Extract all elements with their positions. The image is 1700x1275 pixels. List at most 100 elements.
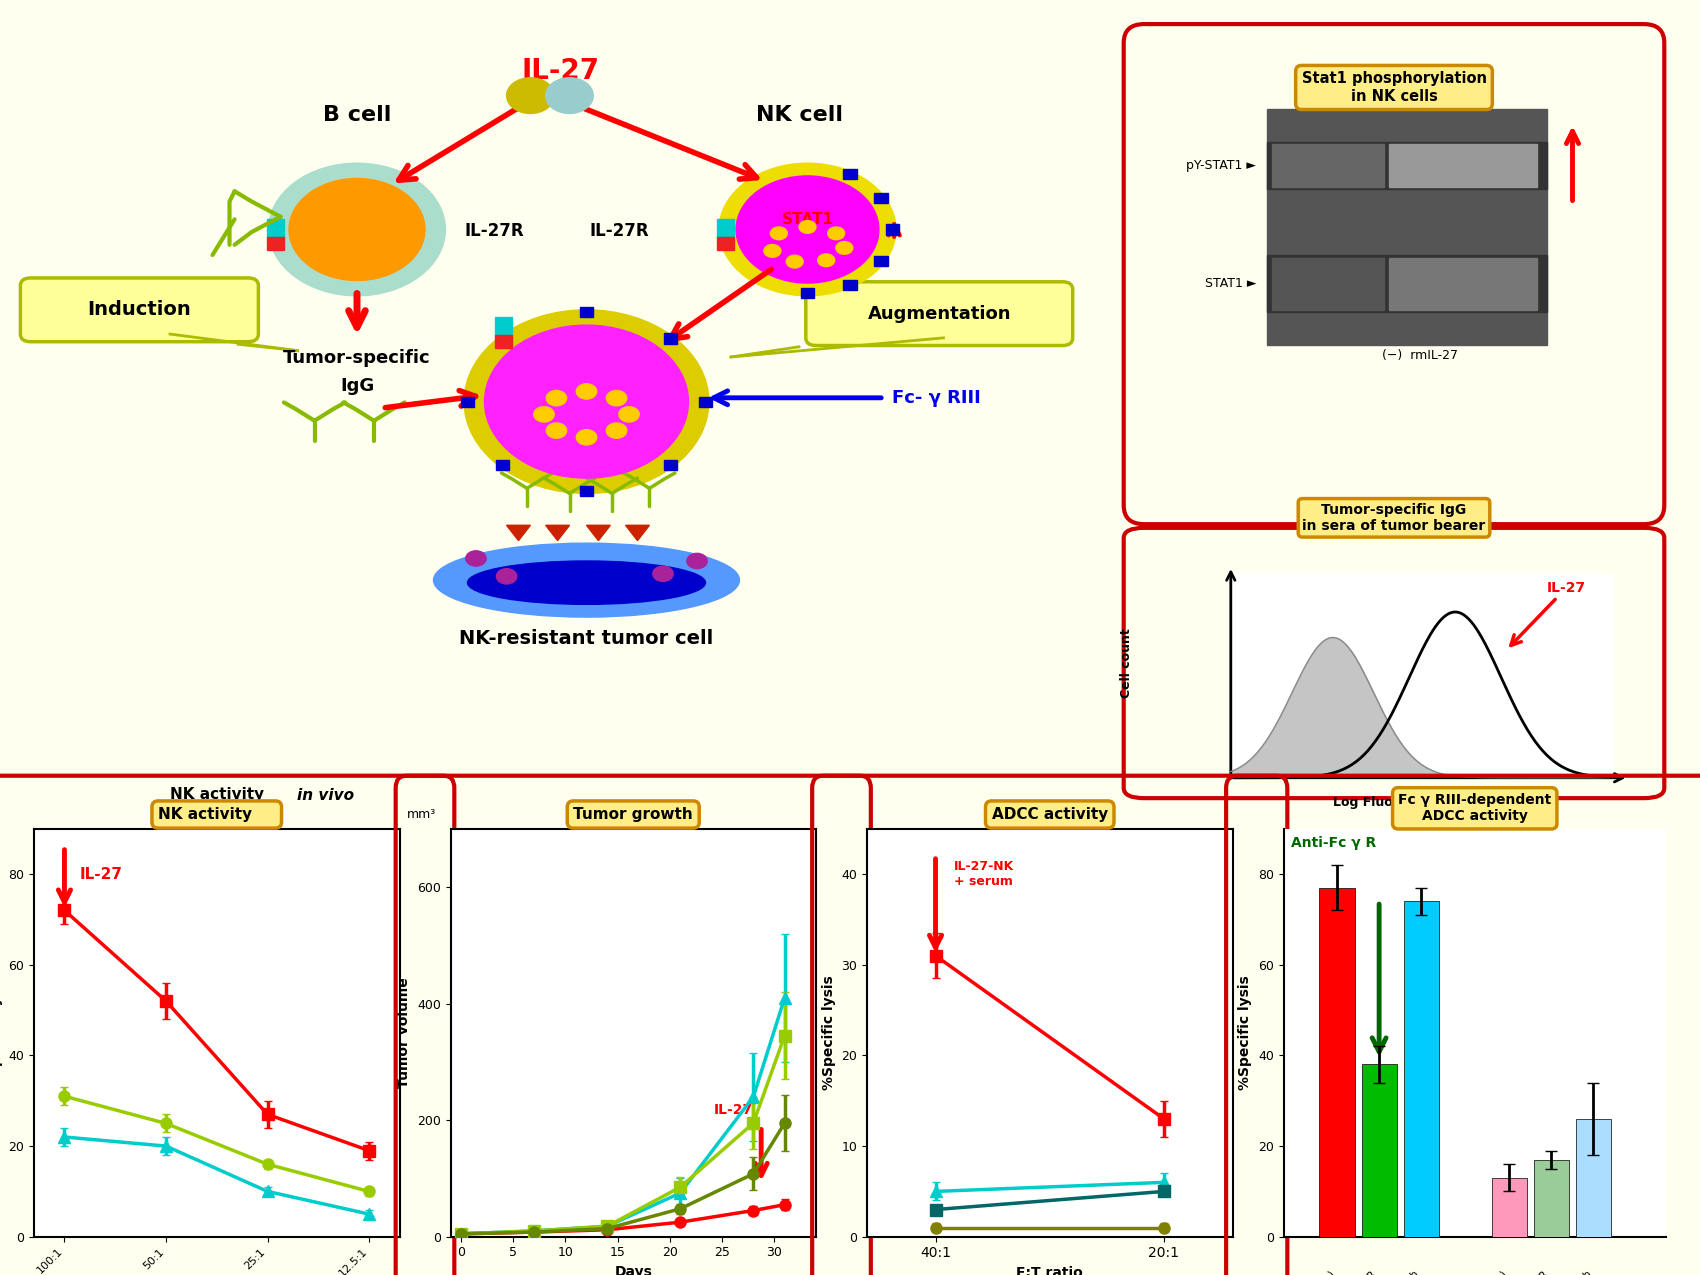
Bar — [495, 317, 512, 335]
Text: IL-27R: IL-27R — [590, 222, 649, 240]
Text: mm³: mm³ — [406, 807, 435, 821]
Text: STAT1: STAT1 — [782, 212, 833, 227]
Text: IgG: IgG — [340, 377, 374, 395]
Title: NK activity       : NK activity — [158, 807, 275, 822]
Circle shape — [619, 407, 639, 422]
Bar — [1266, 142, 1547, 189]
Text: Anti-FcγR: Anti-FcγR — [1336, 1269, 1379, 1275]
Bar — [699, 397, 712, 407]
Circle shape — [785, 255, 802, 268]
Bar — [580, 307, 593, 317]
Polygon shape — [626, 525, 649, 541]
Bar — [496, 459, 510, 469]
Text: Anti-Fc γ R: Anti-Fc γ R — [1292, 836, 1377, 850]
FancyBboxPatch shape — [20, 278, 258, 342]
Circle shape — [466, 551, 486, 566]
Circle shape — [799, 221, 816, 233]
Bar — [267, 219, 284, 237]
FancyBboxPatch shape — [1124, 528, 1664, 798]
Text: IL-27: IL-27 — [1511, 580, 1586, 645]
Y-axis label: %Specific lysis: %Specific lysis — [0, 975, 3, 1090]
FancyBboxPatch shape — [1124, 24, 1664, 524]
Bar — [1266, 255, 1547, 312]
Title: Tumor-specific IgG
in sera of tumor bearer: Tumor-specific IgG in sera of tumor bear… — [1302, 502, 1486, 533]
Circle shape — [836, 241, 853, 254]
Text: Ctrl Ab: Ctrl Ab — [1561, 1269, 1593, 1275]
Y-axis label: Cell count: Cell count — [1120, 629, 1134, 697]
Text: Anti-FcγR: Anti-FcγR — [1510, 1269, 1550, 1275]
Text: (−)  rmIL-27: (−) rmIL-27 — [1382, 349, 1457, 362]
Circle shape — [770, 227, 787, 240]
Text: NK cell: NK cell — [755, 105, 843, 125]
Y-axis label: %Specific lysis: %Specific lysis — [1238, 975, 1253, 1090]
Bar — [843, 170, 857, 180]
Circle shape — [576, 430, 597, 445]
Text: pY-STAT1 ►: pY-STAT1 ► — [1187, 159, 1256, 172]
Bar — [843, 279, 857, 289]
Bar — [461, 397, 474, 407]
Circle shape — [546, 390, 566, 405]
Bar — [1362, 1065, 1397, 1237]
X-axis label: Days: Days — [614, 1265, 653, 1275]
Bar — [1533, 1160, 1569, 1237]
Title: Fc γ RIII-dependent
ADCC activity: Fc γ RIII-dependent ADCC activity — [1397, 793, 1552, 824]
Text: NK activity: NK activity — [170, 787, 264, 802]
Bar — [1272, 144, 1384, 187]
Bar — [663, 334, 677, 344]
Text: IL-27R: IL-27R — [464, 222, 524, 240]
Polygon shape — [586, 525, 610, 541]
Bar — [580, 486, 593, 496]
Bar — [1491, 1178, 1527, 1237]
FancyBboxPatch shape — [806, 282, 1073, 346]
Circle shape — [607, 390, 627, 405]
Text: Ab (-): Ab (-) — [1482, 1269, 1510, 1275]
X-axis label: E:T ratio: E:T ratio — [1017, 1266, 1083, 1275]
Bar — [1389, 258, 1537, 310]
Text: Induction: Induction — [87, 301, 192, 319]
Y-axis label: Tumor volume: Tumor volume — [398, 978, 411, 1088]
X-axis label: Log Fluorescence: Log Fluorescence — [1333, 796, 1455, 810]
Bar — [267, 237, 284, 250]
Polygon shape — [507, 525, 530, 541]
Polygon shape — [546, 525, 570, 541]
Circle shape — [653, 566, 673, 581]
Text: IL-27: IL-27 — [714, 1103, 753, 1117]
Y-axis label: %Specific lysis: %Specific lysis — [821, 975, 836, 1090]
Circle shape — [546, 78, 593, 113]
Bar — [1319, 887, 1355, 1237]
Text: IL-27: IL-27 — [522, 57, 600, 85]
Bar — [886, 224, 899, 235]
Text: Ctrl Ab: Ctrl Ab — [1389, 1269, 1421, 1275]
Bar — [1231, 574, 1613, 778]
Bar — [801, 288, 814, 298]
Circle shape — [719, 163, 896, 296]
Circle shape — [828, 227, 845, 240]
Circle shape — [576, 384, 597, 399]
Bar — [1272, 258, 1384, 310]
Title: Tumor growth: Tumor growth — [573, 807, 694, 822]
Circle shape — [546, 423, 566, 439]
Bar — [874, 256, 887, 266]
Text: Stat1 phosphorylation
in NK cells: Stat1 phosphorylation in NK cells — [1302, 71, 1486, 103]
Text: STAT1 ►: STAT1 ► — [1205, 277, 1256, 289]
Text: Fc- γ RIII: Fc- γ RIII — [892, 389, 981, 407]
Circle shape — [607, 423, 627, 439]
Circle shape — [289, 179, 425, 280]
Bar — [1389, 144, 1537, 187]
Bar — [1404, 901, 1438, 1237]
Circle shape — [818, 254, 835, 266]
Bar — [874, 193, 887, 203]
Bar — [496, 334, 510, 344]
Circle shape — [763, 245, 780, 258]
Circle shape — [736, 176, 879, 283]
Bar — [1576, 1119, 1612, 1237]
Text: in vivo: in vivo — [298, 788, 354, 803]
Circle shape — [269, 163, 445, 296]
Bar — [1266, 110, 1547, 346]
Text: IL-27: IL-27 — [80, 867, 122, 881]
Text: B cell: B cell — [323, 105, 391, 125]
Circle shape — [484, 325, 688, 478]
Text: IL-27-NK
+ serum: IL-27-NK + serum — [954, 861, 1015, 889]
Circle shape — [687, 553, 707, 569]
Circle shape — [534, 407, 554, 422]
